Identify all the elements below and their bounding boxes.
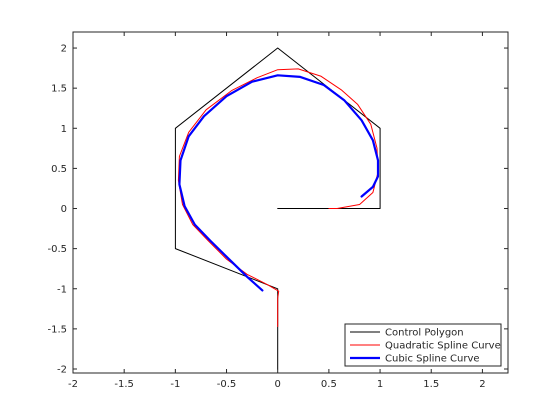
cubic-spline-line [178, 74, 380, 292]
x-tick-label: -0.5 [217, 379, 237, 390]
y-tick-label: 0 [61, 204, 67, 215]
x-tick-label: -1 [170, 379, 180, 390]
legend-label-quadratic: Quadratic Spline Curve [385, 341, 501, 352]
x-tick-label: 1.5 [423, 379, 439, 390]
x-tick-label: 0.5 [321, 379, 337, 390]
y-tick-label: 1 [61, 124, 67, 135]
x-tick-label: -2 [68, 379, 78, 390]
legend-label-cubic: Cubic Spline Curve [385, 354, 480, 365]
y-tick-label: -1 [57, 284, 67, 295]
x-tick-label: 2 [479, 379, 485, 390]
y-tick-label: 2 [61, 44, 67, 55]
x-tick-label: 0 [275, 379, 281, 390]
y-tick-label: -2 [57, 364, 67, 375]
plot-area [72, 31, 509, 374]
y-tick-label: -0.5 [47, 244, 67, 255]
legend-label-control-polygon: Control Polygon [385, 328, 464, 339]
axis-ticks: -2 -1.5 -1 -0.5 0 0.5 1 1.5 2 -2 -1.5 -1 -0.5 0 0.5 1 1.… [47, 32, 508, 390]
x-tick-label: 1 [377, 379, 383, 390]
x-tick-label: -1.5 [114, 379, 134, 390]
y-tick-label: 0.5 [51, 164, 67, 175]
series-layer [174, 47, 381, 370]
control-polygon-line [174, 47, 381, 370]
y-tick-label: 1.5 [51, 84, 67, 95]
y-tick-label: -1.5 [47, 324, 67, 335]
legend: Control Polygon Quadratic Spline Curve C… [344, 323, 502, 367]
